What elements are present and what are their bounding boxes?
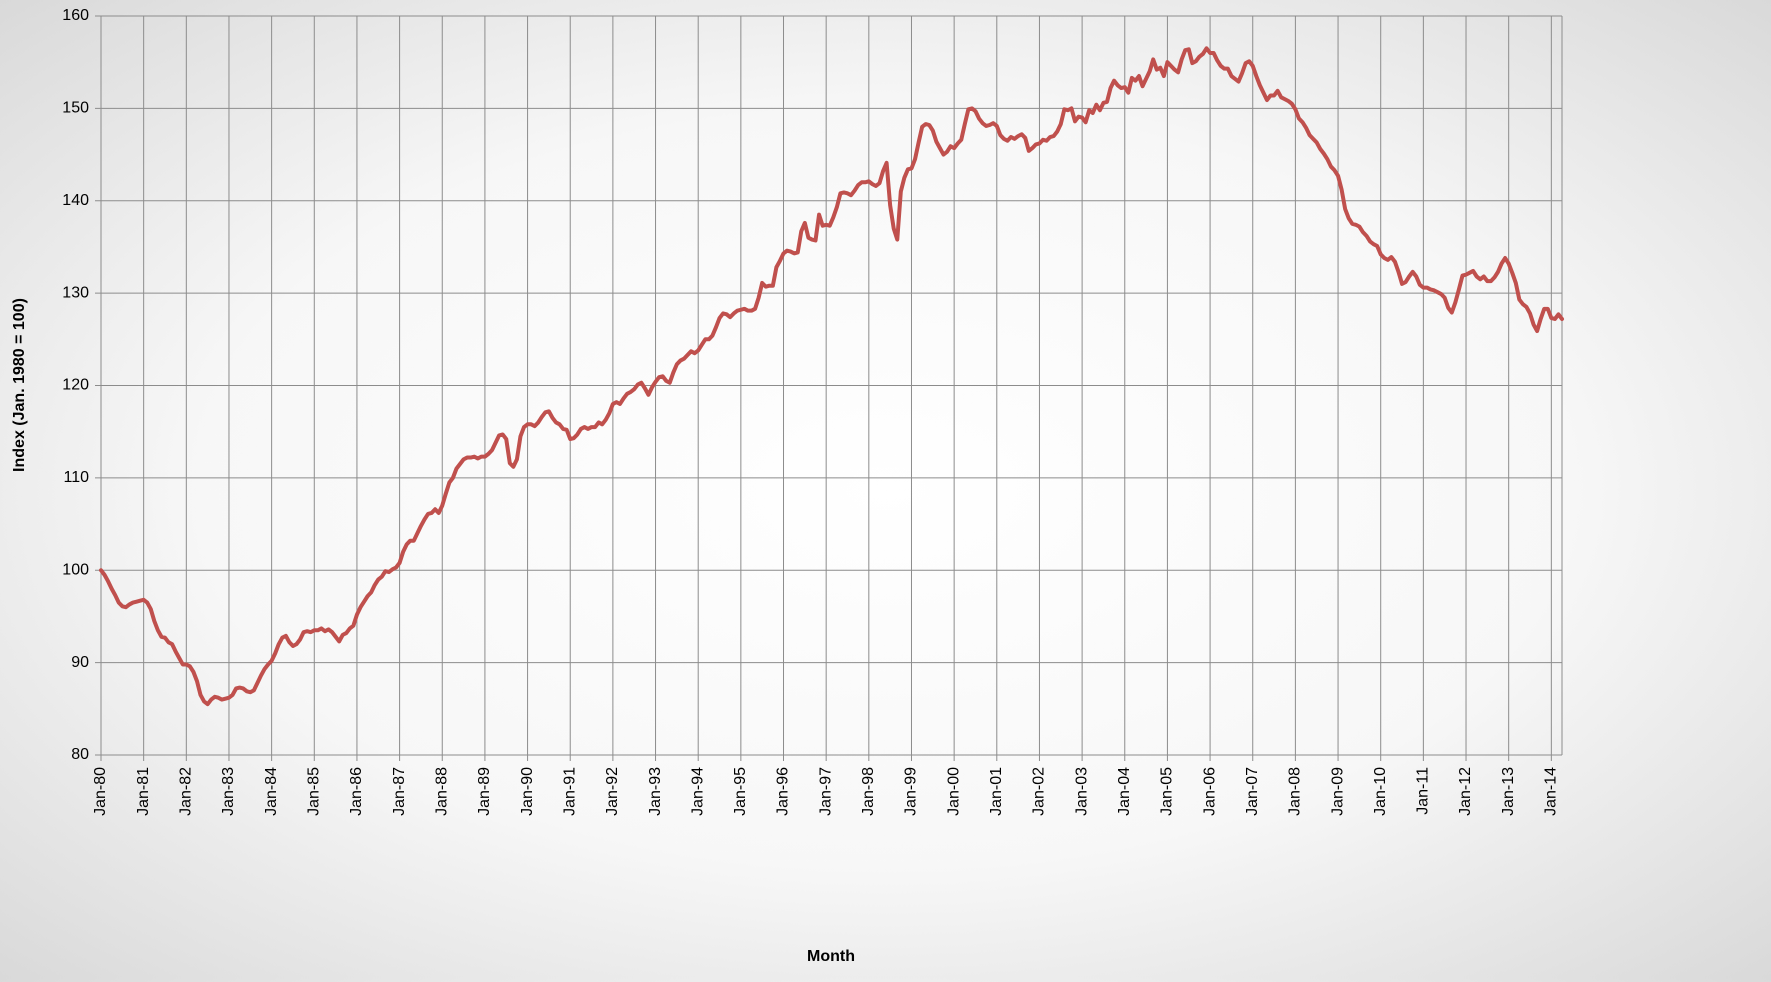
x-tick-label: Jan-96 [775,767,792,816]
x-tick-label: Jan-89 [476,767,493,816]
x-tick-label: Jan-02 [1031,767,1048,816]
x-tick-label: Jan-86 [348,767,365,816]
x-tick-label: Jan-10 [1372,767,1389,816]
x-tick-label: Jan-04 [1116,767,1133,816]
y-tick-label: 100 [62,561,89,578]
x-tick-label: Jan-00 [945,767,962,816]
y-tick-label: 110 [63,469,89,486]
x-tick-label: Jan-88 [433,767,450,816]
x-tick-label: Jan-06 [1201,767,1218,816]
x-tick-label: Jan-81 [135,767,152,816]
x-tick-label: Jan-94 [689,767,706,816]
x-tick-label: Jan-92 [604,767,621,816]
x-tick-label: Jan-95 [732,767,749,816]
x-tick-label: Jan-90 [519,767,536,816]
x-tick-label: Jan-11 [1415,767,1432,815]
x-tick-label: Jan-97 [817,767,834,816]
x-tick-label: Jan-07 [1244,767,1261,816]
y-tick-label: 130 [62,284,89,301]
x-tick-label: Jan-09 [1329,767,1346,816]
x-tick-label: Jan-03 [1073,767,1090,816]
data-line [99,46,1564,707]
x-tick-label: Jan-13 [1500,767,1517,816]
x-tick-label: Jan-84 [263,767,280,816]
y-tick-label: 160 [62,7,89,24]
y-tick-label: 150 [62,100,89,117]
x-tick-label: Jan-80 [92,767,109,816]
x-tick-label: Jan-83 [220,767,237,816]
x-tick-label: Jan-12 [1457,767,1474,816]
x-tick-label: Jan-87 [391,767,408,816]
x-tick-label: Jan-05 [1159,767,1176,816]
x-tick-label: Jan-01 [988,767,1005,816]
x-axis-title: Month [807,948,855,965]
x-tick-label: Jan-85 [306,767,323,816]
y-axis-title: Index (Jan. 1980 = 100) [11,298,28,472]
y-tick-label: 80 [71,746,89,763]
y-tick-label: 140 [62,192,89,209]
x-tick-label: Jan-91 [561,767,578,816]
x-tick-label: Jan-82 [178,767,195,816]
y-tick-label: 90 [71,654,89,671]
x-tick-label: Jan-93 [647,767,664,816]
x-tick-label: Jan-99 [903,767,920,816]
x-tick-label: Jan-08 [1287,767,1304,816]
x-tick-label: Jan-14 [1543,767,1560,816]
x-tick-label: Jan-98 [860,767,877,816]
grid [95,15,1563,761]
y-tick-label: 120 [62,377,89,394]
